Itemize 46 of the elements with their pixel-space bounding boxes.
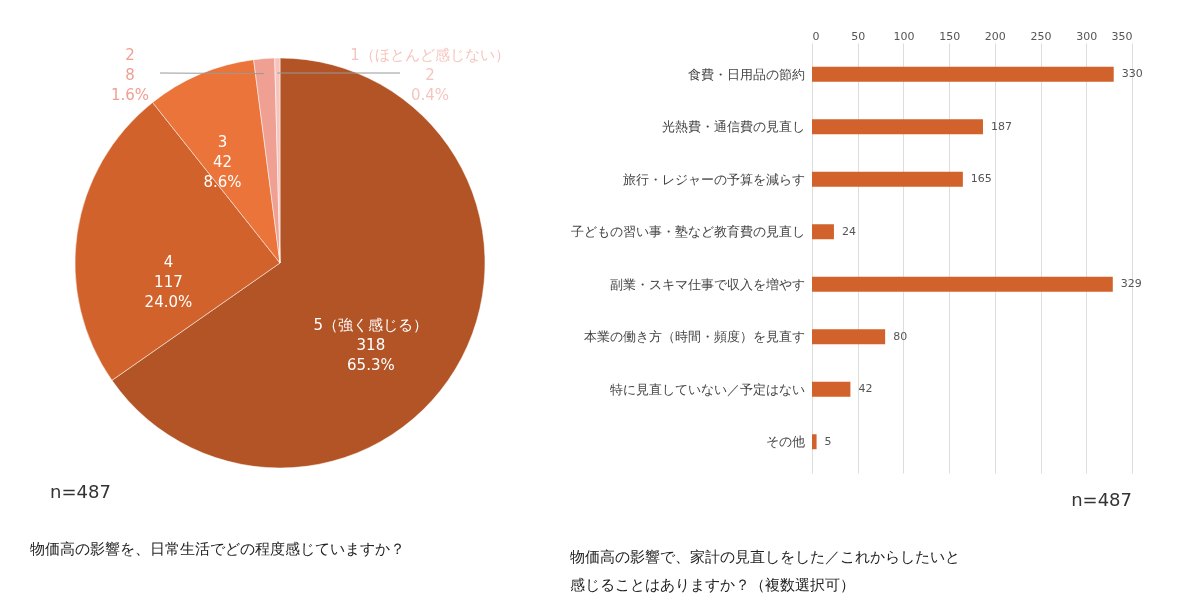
x-tick-label: 350 (1111, 29, 1133, 43)
x-tick-label: 300 (1076, 29, 1098, 43)
bar (812, 224, 834, 240)
data-label: 329 (1120, 277, 1142, 291)
x-tick-label: 0 (812, 29, 820, 43)
slice-label: 2 (125, 46, 135, 64)
x-tick-label: 250 (1030, 29, 1052, 43)
y-tick-label: 食費・日用品の節約 (687, 66, 805, 82)
data-label: 165 (970, 172, 992, 186)
data-label: 80 (893, 329, 908, 343)
slice-label: 3 (217, 133, 228, 152)
y-tick-label: 特に見直していない／予定はない (609, 381, 805, 397)
y-tick-label: 子どもの習い事・塾など教育費の見直し (570, 224, 805, 240)
bar (812, 434, 817, 450)
text: n=487 (1071, 489, 1132, 510)
y-tick-label: 本業の働き方（時間・頻度）を見直す (583, 329, 805, 345)
text: 物価高の影響を、日常生活でどの程度感じていますか？ (30, 540, 405, 558)
y-tick-label: その他 (765, 434, 805, 450)
data-label: 42 (858, 382, 873, 396)
x-tick-label: 50 (851, 29, 866, 43)
slice-label: 1（ほとんど感じない） (350, 46, 510, 64)
data-label: 330 (1121, 67, 1143, 81)
bar (812, 66, 1114, 82)
data-label: 8 1.6% (110, 66, 150, 104)
bar (812, 119, 983, 135)
slice-label: 5（強く感じる） (313, 316, 429, 335)
x-tick-label: 150 (939, 29, 961, 43)
y-tick-label: 光熱費・通信費の見直し (661, 119, 805, 135)
x-tick-label: 100 (893, 29, 915, 43)
x-tick-label: 200 (984, 29, 1006, 43)
bar (812, 329, 886, 345)
data-label: 318 65.3% (347, 336, 395, 375)
bar (812, 171, 963, 187)
text: 物価高の影響で、家計の見直しをした／これからしたいと感じることはありますか？（複数選択可） (570, 548, 960, 594)
data-label: 42 8.6% (203, 153, 242, 192)
bar (812, 381, 851, 397)
data-label: 117 24.0% (144, 272, 193, 311)
slice-label: 4 (163, 252, 174, 271)
data-label: 5 (824, 434, 832, 448)
bar (812, 276, 1113, 292)
data-label: 187 (990, 119, 1012, 133)
y-tick-label: 旅行・レジャーの予算を減らす (622, 171, 805, 187)
data-label: 24 (841, 224, 856, 238)
data-label: 2 0.4% (410, 66, 450, 104)
y-tick-label: 副業・スキマ仕事で収入を増やす (609, 276, 805, 292)
text: n=487 (50, 481, 111, 502)
